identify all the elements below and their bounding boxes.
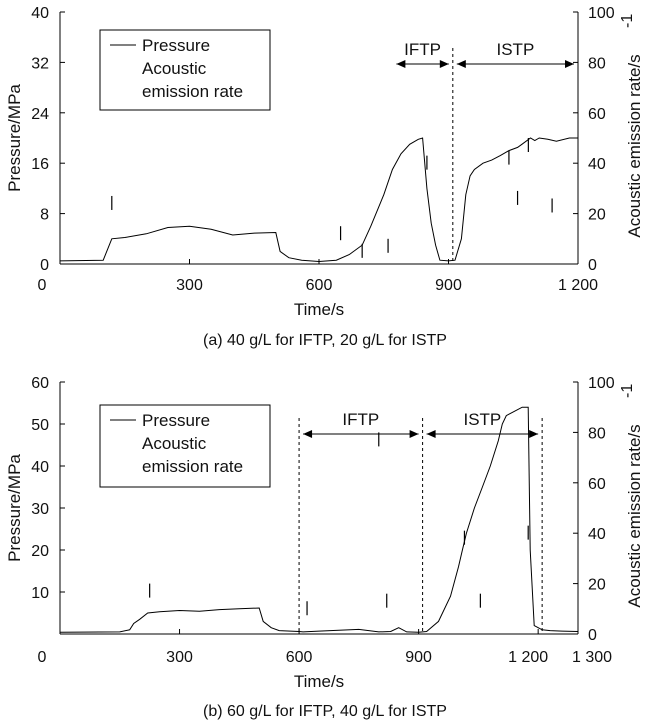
legend-acoustic-label-line2: emission rate (142, 82, 243, 101)
x-axis-label: Time/s (294, 300, 344, 319)
legend: Pressure Acoustic emission rate (99, 404, 271, 488)
pressure-line (59, 406, 579, 633)
span-arrow-head-right (409, 430, 419, 438)
x-tick-label: 300 (176, 277, 203, 294)
y-tick-label: 24 (31, 106, 49, 123)
y2-axis-label-superscript: -1 (619, 384, 636, 398)
span-label: IFTP (342, 410, 379, 429)
pressure-line (59, 137, 578, 263)
y-axis-label: Pressure/MPa (5, 84, 24, 192)
y-tick-label: 30 (31, 501, 49, 518)
x-tick-label: 1 200 (558, 277, 598, 294)
span-arrow-head-right (565, 60, 574, 68)
y2-tick-label: 100 (588, 5, 615, 22)
span-label: IFTP (404, 40, 441, 59)
span-arrow-head-right (439, 60, 449, 68)
y-tick-label: 50 (31, 417, 49, 434)
span-label: ISTP (497, 40, 535, 59)
legend: Pressure Acoustic emission rate (99, 29, 271, 111)
y-tick-label: 16 (31, 156, 49, 173)
y2-tick-label: 0 (588, 257, 597, 274)
y2-axis-label: Acoustic emission rate/s (625, 54, 644, 237)
y-tick-label: 0 (40, 257, 49, 274)
span-arrow-head-left (303, 430, 313, 438)
span-arrow-head-right (529, 430, 539, 438)
x-tick-label: 1 300 (572, 649, 612, 666)
x-tick-label: 0 (38, 277, 47, 294)
y2-tick-label: 0 (588, 627, 597, 644)
y2-tick-label: 80 (588, 425, 606, 442)
legend-acoustic-label-line1: Acoustic (142, 434, 207, 453)
x-tick-label: 1 200 (508, 649, 548, 666)
legend-acoustic-label-line2: emission rate (142, 457, 243, 476)
y-tick-label: 32 (31, 55, 49, 72)
y2-tick-label: 80 (588, 55, 606, 72)
y2-tick-label: 40 (588, 156, 606, 173)
span-arrow-head-left (396, 60, 406, 68)
y2-tick-label: 100 (588, 375, 615, 392)
y-tick-label: 40 (31, 5, 49, 22)
y2-tick-label: 60 (588, 106, 606, 123)
y-tick-label: 20 (31, 543, 49, 560)
y-tick-label: 40 (31, 459, 49, 476)
y2-tick-label: 40 (588, 526, 606, 543)
y2-axis-label-group: Acoustic emission rate/s -1 (619, 14, 644, 238)
y-tick-label: 10 (31, 585, 49, 602)
legend-box (99, 404, 271, 488)
legend-acoustic-label-line1: Acoustic (142, 59, 207, 78)
x-tick-label: 900 (405, 649, 432, 666)
y2-tick-label: 60 (588, 476, 606, 493)
x-tick-label: 0 (38, 649, 47, 666)
x-tick-label: 600 (286, 649, 313, 666)
x-tick-label: 900 (435, 277, 462, 294)
y2-axis-label-superscript: -1 (619, 14, 636, 28)
y-axis-label: Pressure/MPa (5, 454, 24, 562)
panel-caption: (a) 40 g/L for IFTP, 20 g/L for ISTP (203, 332, 447, 349)
span-arrow-head-left (426, 430, 436, 438)
x-tick-label: 300 (166, 649, 193, 666)
span-label: ISTP (463, 410, 501, 429)
span-arrow-head-left (456, 60, 466, 68)
y2-tick-label: 20 (588, 577, 606, 594)
panel-caption: (b) 60 g/L for IFTP, 40 g/L for ISTP (203, 703, 447, 720)
x-axis-label: Time/s (294, 672, 344, 691)
y2-axis-label-group: Acoustic emission rate/s -1 (619, 384, 644, 608)
y-tick-label: 8 (40, 207, 49, 224)
y-tick-label: 60 (31, 375, 49, 392)
legend-pressure-label: Pressure (142, 36, 210, 55)
y2-axis-label: Acoustic emission rate/s (625, 424, 644, 607)
legend-box (99, 29, 271, 111)
x-tick-label: 600 (306, 277, 333, 294)
y2-tick-label: 20 (588, 207, 606, 224)
legend-pressure-label: Pressure (142, 411, 210, 430)
chart-panel-a: 0 8 16 24 32 40 0 20 40 60 80 100 0 300 600 900 1 200 Tim… (5, 5, 644, 349)
